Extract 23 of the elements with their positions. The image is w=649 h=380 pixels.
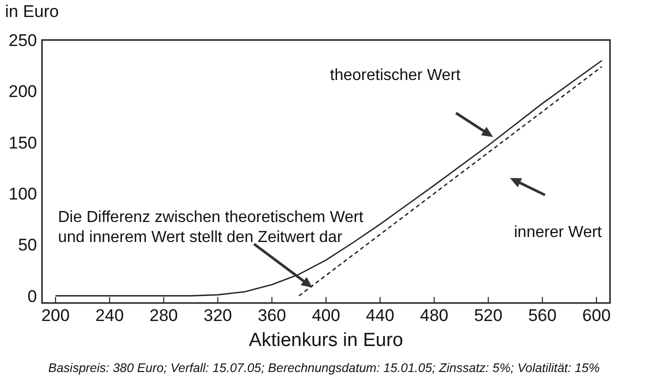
y-tick-label: 0 <box>28 286 37 306</box>
text: Basispreis: 380 Euro; Verfall: 15.07.05; Berechnungsdatum: 15.01.05; Zinssatz: 5%; Volatilität: 15% <box>48 361 600 375</box>
y-tick-label: 150 <box>8 133 37 152</box>
y-axis-title: in Euro <box>5 2 59 21</box>
x-tick-label: 600 <box>582 306 611 325</box>
x-tick-label: 440 <box>366 306 394 325</box>
x-tick-label: 200 <box>41 306 70 325</box>
annotation: theoretischer Wert <box>330 67 461 84</box>
x-tick-label: 280 <box>150 306 178 325</box>
x-tick-label: 520 <box>474 306 502 325</box>
x-tick-label: 560 <box>528 306 557 325</box>
annotation: innerer Wert <box>514 224 602 241</box>
y-tick-label: 250 <box>8 31 37 50</box>
x-tick-label: 360 <box>258 306 286 325</box>
x-tick-label: 400 <box>312 306 340 325</box>
x-axis-title: Aktienkurs in Euro <box>248 330 404 351</box>
x-tick-label: 240 <box>95 306 124 325</box>
y-tick-label: 100 <box>8 184 37 204</box>
y-tick-label: 200 <box>8 82 37 102</box>
x-tick-label: 480 <box>420 306 448 325</box>
x-tick-label: 320 <box>204 306 232 325</box>
annotation: Die Differenz zwischen theoretischem Wert und innerem Wert stellt den Zeitwert dar <box>58 209 364 246</box>
y-tick-label: 50 <box>18 236 37 255</box>
